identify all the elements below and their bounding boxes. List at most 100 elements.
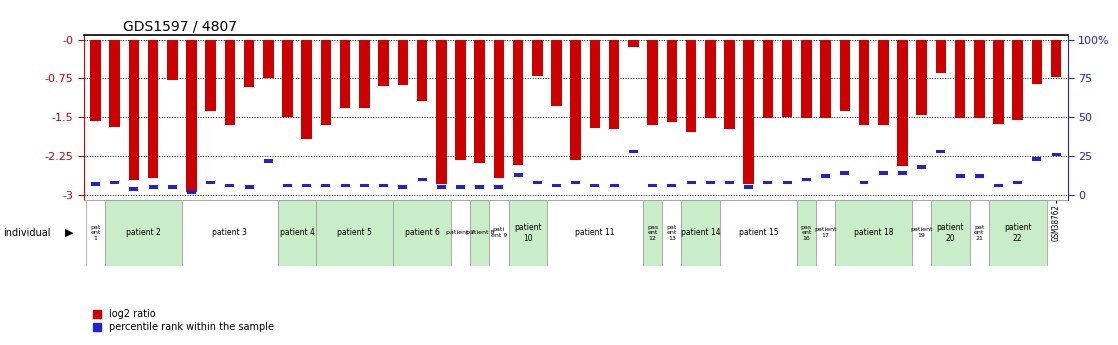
Bar — [283, 184, 292, 187]
Bar — [379, 184, 388, 187]
Bar — [917, 40, 927, 115]
Bar — [494, 185, 503, 189]
Bar — [840, 40, 850, 111]
Bar — [263, 40, 274, 79]
Bar — [398, 40, 408, 85]
Bar — [494, 40, 504, 178]
Bar — [989, 200, 1046, 266]
Bar — [781, 40, 793, 117]
Bar — [149, 185, 158, 189]
Bar — [321, 40, 331, 125]
Bar — [474, 40, 485, 163]
Bar — [302, 184, 311, 187]
Text: patient 2: patient 2 — [126, 228, 161, 237]
Bar — [282, 40, 293, 117]
Bar — [226, 184, 235, 187]
Bar — [110, 40, 120, 127]
Bar — [187, 190, 196, 194]
Bar — [475, 185, 484, 189]
Bar — [148, 40, 159, 178]
Bar — [705, 181, 714, 184]
Bar — [91, 40, 101, 121]
Bar — [394, 200, 451, 266]
Bar — [91, 182, 100, 186]
Bar — [509, 200, 547, 266]
Bar — [589, 40, 600, 128]
Bar — [764, 181, 773, 184]
Bar — [168, 185, 177, 189]
Bar — [341, 184, 350, 187]
Bar — [1032, 157, 1042, 161]
Text: patient 6: patient 6 — [405, 228, 439, 237]
Bar — [130, 187, 139, 190]
Bar — [244, 40, 255, 87]
Bar — [417, 178, 427, 181]
Bar — [532, 40, 542, 76]
Bar — [956, 175, 965, 178]
Bar — [917, 165, 926, 169]
Bar — [797, 200, 816, 266]
Bar — [647, 40, 657, 125]
Bar — [86, 200, 105, 266]
Bar — [378, 40, 389, 86]
Bar — [455, 40, 466, 160]
Bar — [1013, 181, 1022, 184]
Text: patient 18: patient 18 — [854, 228, 893, 237]
Text: pas
ent
16: pas ent 16 — [800, 225, 812, 241]
Bar — [878, 40, 889, 125]
Bar — [743, 40, 754, 184]
Bar — [451, 200, 470, 266]
Bar — [436, 40, 446, 184]
Bar — [629, 150, 638, 153]
Bar — [206, 40, 216, 111]
Text: patient
19: patient 19 — [910, 227, 932, 238]
Bar — [879, 171, 888, 175]
Bar — [685, 40, 697, 132]
Bar — [547, 200, 643, 266]
Bar — [955, 40, 965, 118]
Bar — [398, 185, 407, 189]
Bar — [417, 40, 427, 101]
Bar — [937, 150, 946, 153]
Bar — [551, 40, 562, 106]
Bar — [969, 200, 989, 266]
Bar — [206, 181, 215, 184]
Bar — [105, 200, 182, 266]
Bar — [552, 184, 561, 187]
Bar — [340, 40, 350, 108]
Bar — [513, 173, 522, 177]
Bar — [821, 175, 830, 178]
Bar — [571, 181, 580, 184]
Bar — [686, 181, 695, 184]
Text: pati
ent 9: pati ent 9 — [491, 227, 508, 238]
Bar — [225, 40, 235, 125]
Bar — [974, 40, 985, 118]
Bar — [278, 200, 316, 266]
Bar — [187, 40, 197, 193]
Text: patient
22: patient 22 — [1004, 223, 1032, 243]
Bar — [720, 200, 797, 266]
Bar — [666, 40, 678, 122]
Text: patient 7: patient 7 — [446, 230, 475, 235]
Bar — [1052, 153, 1061, 156]
Bar — [816, 200, 835, 266]
Bar — [182, 200, 278, 266]
Text: pat
ent
21: pat ent 21 — [974, 225, 985, 241]
Bar — [590, 184, 599, 187]
Text: patient
17: patient 17 — [814, 227, 837, 238]
Bar — [648, 184, 657, 187]
Bar — [490, 200, 509, 266]
Bar — [802, 178, 811, 181]
Bar — [437, 185, 446, 189]
Text: individual: individual — [3, 228, 50, 238]
Bar — [898, 171, 907, 175]
Bar — [841, 171, 850, 175]
Text: patient 4: patient 4 — [280, 228, 314, 237]
Bar — [513, 40, 523, 165]
Text: patient 8: patient 8 — [465, 230, 494, 235]
Bar — [628, 40, 638, 47]
Bar — [533, 181, 542, 184]
Text: pas
ent
12: pas ent 12 — [647, 225, 659, 241]
Bar — [762, 40, 774, 118]
Bar — [456, 185, 465, 189]
